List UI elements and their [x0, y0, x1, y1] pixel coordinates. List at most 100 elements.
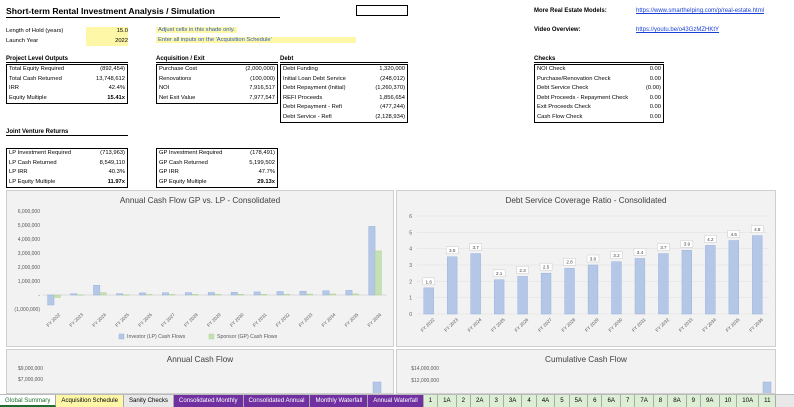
annual-cashflow-chart[interactable]: Annual Cash Flow $9,000,000 $7,000,000	[6, 349, 394, 394]
annual-cashflow-plot: $9,000,000 $7,000,000	[18, 366, 382, 393]
bar	[423, 287, 434, 315]
hold-input[interactable]: 15.0	[86, 27, 128, 37]
x-tick-label: FY 2032	[654, 317, 670, 333]
legend-label: Investor (LP) Cash Flows	[127, 334, 186, 340]
sheet-tab[interactable]: 11	[759, 395, 777, 407]
video-link[interactable]: https://youtu.be/o43GzMZHKtY	[636, 27, 720, 33]
sheet-tab[interactable]: 2A	[471, 395, 490, 407]
y-tick-label: $14,000,000	[411, 366, 439, 372]
data-label: 4.8	[754, 227, 761, 232]
bar	[207, 292, 215, 296]
selected-cell-box[interactable]	[356, 5, 408, 16]
cumulative-cashflow-chart[interactable]: Cumulative Cash Flow $14,000,000 $12,000,…	[396, 349, 776, 394]
models-link[interactable]: https://www.smartheIping.com/p/real-esta…	[636, 8, 765, 14]
sheet-tab[interactable]: Sanity Checks	[124, 395, 174, 407]
sheet-tab[interactable]: 10	[719, 395, 738, 407]
bar	[191, 294, 199, 296]
x-tick-label: FY 2029	[206, 312, 222, 328]
x-tick-label: FY 2033	[678, 317, 694, 333]
data-label-box	[610, 251, 623, 259]
sheet-tab[interactable]: 8A	[668, 395, 687, 407]
table-row: LP Investment Required (713,963)	[9, 150, 125, 156]
launch-input[interactable]: 2022	[86, 36, 128, 46]
table-row: LP Cash Returned 8,549,110	[9, 159, 125, 166]
sheet-tab[interactable]: 6A	[602, 395, 621, 407]
sheet-tab[interactable]: 1A	[438, 395, 457, 407]
sheet-tab[interactable]: 1	[423, 395, 439, 407]
cashflow-gp-lp-chart[interactable]: Annual Cash Flow GP vs. LP - Consolidate…	[6, 190, 394, 347]
table-row: Cash Flow Check 0.00	[537, 113, 661, 120]
bar	[230, 291, 238, 296]
page-title: Short-term Rental Investment Analysis / …	[6, 6, 215, 16]
sheet-tab[interactable]: 9	[686, 395, 702, 407]
sheet-tab[interactable]: Consolidated Monthly	[173, 395, 244, 407]
bar	[634, 258, 646, 315]
table-row: Debt Service Check (0.00)	[537, 85, 661, 91]
bar	[299, 291, 307, 296]
bar	[564, 268, 575, 315]
sheet-tab[interactable]: 5	[555, 395, 570, 407]
table-row: LP IRR 40.3%	[9, 169, 125, 175]
sheet-tab[interactable]: 8	[653, 395, 669, 407]
x-tick-label: FY 2026	[137, 312, 153, 328]
y-tick-label: 6,000,000	[18, 209, 40, 215]
sheet-tab[interactable]: Acquisition Schedule	[56, 395, 124, 407]
y-tick-label: 5,000,000	[18, 223, 40, 229]
dscr-plot: 6 5 4 3 2 1 0 1.6 FY 2022 3.5 FY 2023 3.7 FY 2024 2.1…	[409, 214, 769, 333]
sheet-tab[interactable]: 2	[456, 395, 472, 407]
bar	[122, 294, 130, 296]
hold-row: Length of Hold (years) 15.0	[6, 27, 128, 37]
data-label: 4.2	[707, 237, 714, 242]
bar	[447, 256, 458, 315]
chart-title: Annual Cash Flow	[166, 355, 234, 364]
bar	[611, 261, 622, 315]
sheet-tab[interactable]: 4	[522, 395, 537, 407]
x-tick-label: FY 2022	[420, 317, 436, 333]
table-row: Debt Funding 1,320,000	[283, 66, 405, 72]
input-note-1: Adjust cells in this shade only.	[156, 27, 237, 33]
cumulative-cashflow-plot: $14,000,000 $12,000,000	[411, 366, 772, 393]
launch-row: Launch Year 2022	[6, 36, 128, 46]
x-tick-label: FY 2034	[701, 317, 717, 333]
bar	[162, 292, 169, 296]
y-tick-label: 2,000,000	[18, 265, 40, 271]
sheet-tab[interactable]: 9A	[701, 395, 720, 407]
table-row: Debt Repayment (Initial) (1,260,370)	[283, 85, 405, 91]
sheet-tab[interactable]: Global Summary	[0, 395, 57, 407]
sheet-tab[interactable]: 3A	[503, 395, 523, 407]
jv-header: Joint Venture Returns	[6, 129, 128, 136]
bar	[368, 226, 376, 296]
data-label: 3.9	[684, 242, 691, 247]
x-tick-label: FY 2033	[298, 312, 314, 328]
x-tick-label: FY 2024	[91, 312, 107, 328]
debt-table: Debt Funding 1,320,000 Initial Loan Debt …	[280, 64, 408, 123]
data-label-box	[446, 246, 459, 255]
sheet-tab[interactable]: 10A	[737, 395, 760, 407]
sheet-tab[interactable]: 3	[489, 395, 504, 407]
dscr-chart[interactable]: Debt Service Coverage Ratio - Consolidat…	[396, 190, 776, 347]
bar	[283, 293, 290, 296]
sheet-tab[interactable]: 6	[588, 395, 603, 407]
legend-label: Sponsor (GP) Cash Flows	[217, 334, 278, 340]
data-label: 4.5	[731, 232, 738, 237]
table-row: Debt Service - Refi (2,128,934)	[283, 113, 405, 120]
data-label: 2.8	[566, 260, 573, 265]
data-label-box	[727, 230, 740, 238]
sheet-tab[interactable]: Consolidated Annual	[243, 395, 311, 407]
data-label-box	[751, 225, 764, 233]
sheet-tab[interactable]: Monthly Waterfall	[310, 395, 369, 407]
data-label: 2.3	[519, 268, 526, 273]
data-label-box	[563, 258, 576, 266]
sheet-tab[interactable]: 4A	[536, 395, 556, 407]
table-row: REFI Proceeds 1,856,654	[283, 94, 405, 101]
sheet-tab[interactable]: 5A	[569, 395, 589, 407]
table-row: Net Exit Value 7,977,547	[159, 94, 275, 101]
chart-title: Annual Cash Flow GP vs. LP - Consolidate…	[119, 196, 281, 205]
x-tick-label: FY 2027	[160, 312, 176, 328]
sheet-tab[interactable]: 7A	[635, 395, 654, 407]
x-tick-label: FY 2032	[275, 312, 291, 328]
sheet-tab[interactable]: Annual Waterfall	[368, 395, 424, 407]
bar	[329, 293, 336, 296]
cashflow-gp-lp-plot: 6,000,000 5,000,000 4,000,000 3,000,000 2,00…	[14, 209, 387, 340]
sheet-tab[interactable]: 7	[620, 395, 636, 407]
